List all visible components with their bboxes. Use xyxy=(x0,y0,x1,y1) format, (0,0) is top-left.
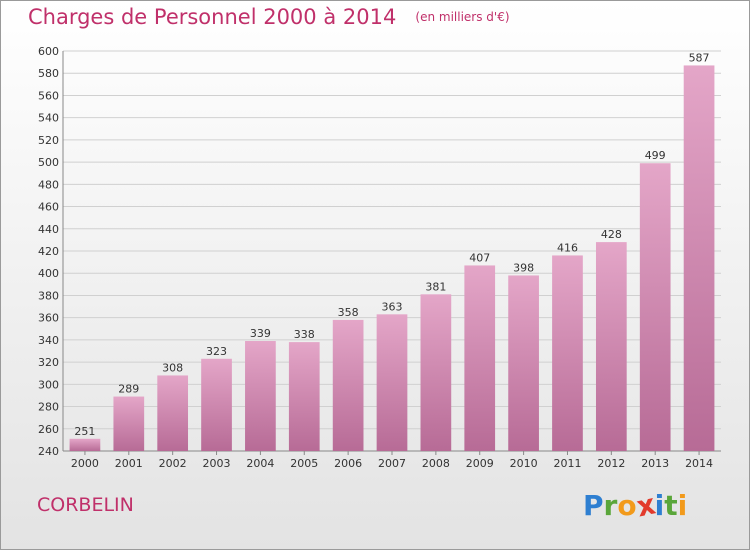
y-tick-label: 240 xyxy=(38,445,59,458)
bar xyxy=(376,314,408,451)
x-tick-label: 2007 xyxy=(378,457,406,470)
data-label: 363 xyxy=(382,300,403,313)
bar xyxy=(157,375,189,451)
bar xyxy=(508,275,539,451)
y-tick-label: 520 xyxy=(38,134,59,147)
bar xyxy=(332,319,364,451)
data-label: 499 xyxy=(645,149,666,162)
x-tick-label: 2002 xyxy=(159,457,187,470)
data-label: 251 xyxy=(74,425,95,438)
data-label: 289 xyxy=(118,383,139,396)
bar xyxy=(552,255,583,451)
chart-title: Charges de Personnel 2000 à 2014 xyxy=(28,5,397,29)
x-tick-label: 2003 xyxy=(203,457,231,470)
bar xyxy=(201,358,232,451)
x-tick-label: 2011 xyxy=(553,457,581,470)
y-tick-label: 480 xyxy=(38,178,59,191)
bar xyxy=(683,65,715,451)
x-tick-label: 2004 xyxy=(246,457,274,470)
data-label: 416 xyxy=(557,241,578,254)
data-label: 398 xyxy=(513,261,534,274)
x-tick-label: 2009 xyxy=(466,457,494,470)
y-tick-label: 540 xyxy=(38,112,59,125)
x-tick-label: 2000 xyxy=(71,457,99,470)
bar xyxy=(595,242,627,451)
logo-letter: i xyxy=(677,489,688,522)
logo-letter: i xyxy=(654,489,665,522)
data-label: 587 xyxy=(689,51,710,64)
x-tick-label: 2001 xyxy=(115,457,143,470)
bar xyxy=(420,294,452,451)
bar xyxy=(245,341,276,451)
y-tick-label: 440 xyxy=(38,223,59,236)
label-layer: 251 289 308 323 339 338 358 363 381 407 398 416 428 4… xyxy=(74,51,709,437)
x-tick-label: 2010 xyxy=(510,457,538,470)
bar xyxy=(113,396,145,451)
y-tick-label: 580 xyxy=(38,67,59,80)
y-tick-label: 560 xyxy=(38,89,59,102)
bar xyxy=(464,265,496,451)
x-tick-label: 2013 xyxy=(641,457,669,470)
logo-letter: t xyxy=(664,489,678,522)
y-tick-label: 340 xyxy=(38,334,59,347)
y-tick-label: 600 xyxy=(38,45,59,58)
data-label: 358 xyxy=(338,306,359,319)
proxiti-logo: Proxiti xyxy=(583,487,688,523)
logo-letter: r xyxy=(603,489,618,522)
y-tick-label: 320 xyxy=(38,356,59,369)
title-row: Charges de Personnel 2000 à 2014 (en mil… xyxy=(28,5,510,29)
chart-subtitle: (en milliers d'€) xyxy=(415,10,510,24)
x-tick-label: 2012 xyxy=(597,457,625,470)
bar-layer xyxy=(69,65,715,451)
bar xyxy=(639,163,671,451)
y-tick-label: 380 xyxy=(38,289,59,302)
y-tick-label: 360 xyxy=(38,312,59,325)
bar xyxy=(69,438,101,451)
data-label: 381 xyxy=(425,280,446,293)
data-label: 428 xyxy=(601,228,622,241)
axis-layer: 240 260 280 300 320 340 360 380 400 420 440 460 480 5… xyxy=(38,45,721,470)
y-tick-label: 280 xyxy=(38,401,59,414)
logo-letter: o xyxy=(617,489,637,522)
y-tick-label: 260 xyxy=(38,423,59,436)
y-tick-label: 400 xyxy=(38,267,59,280)
y-tick-label: 500 xyxy=(38,156,59,169)
y-tick-label: 460 xyxy=(38,201,59,214)
data-label: 323 xyxy=(206,345,227,358)
x-tick-label: 2005 xyxy=(290,457,318,470)
y-tick-label: 300 xyxy=(38,378,59,391)
x-tick-label: 2006 xyxy=(334,457,362,470)
x-tick-label: 2014 xyxy=(685,457,713,470)
x-tick-label: 2008 xyxy=(422,457,450,470)
data-label: 339 xyxy=(250,327,271,340)
data-label: 338 xyxy=(294,328,315,341)
data-label: 407 xyxy=(469,251,490,264)
logo-letter: P xyxy=(583,489,604,522)
town-name: CORBELIN xyxy=(37,494,134,516)
bar xyxy=(288,342,320,451)
y-tick-label: 420 xyxy=(38,245,59,258)
data-label: 308 xyxy=(162,361,183,374)
